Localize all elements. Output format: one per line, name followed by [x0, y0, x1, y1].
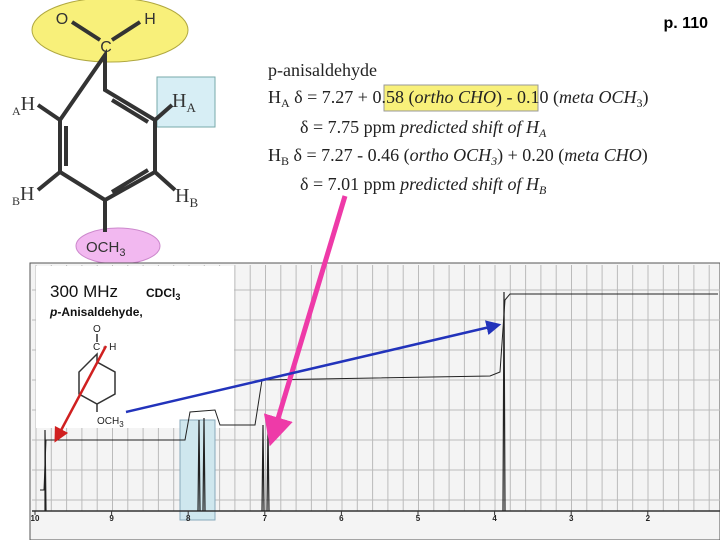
atom: H [144, 11, 156, 28]
sub: B [281, 154, 289, 168]
sub: A [538, 126, 547, 140]
atom: H [20, 183, 34, 205]
t: ) [642, 145, 648, 166]
t: predicted shift of H [398, 117, 540, 137]
equation: δ = 7.75 ppm predicted shift of HA [300, 117, 547, 140]
sub: A [186, 100, 196, 115]
t: predicted shift of H [398, 174, 540, 194]
atom: O [93, 324, 101, 335]
axis-label: 4 [492, 514, 497, 523]
arrow [54, 345, 108, 443]
text: OCH [86, 239, 119, 256]
t: δ = 7.27 + [290, 87, 373, 107]
axis-label: 7 [263, 514, 268, 523]
t: ortho OCH [410, 145, 493, 165]
atom: O [56, 11, 68, 28]
sub: B [539, 183, 547, 197]
inset-ring [78, 334, 116, 412]
t: δ = 7.75 ppm [300, 117, 400, 137]
t: CDCl [146, 286, 175, 300]
spectrum: 300 MHz CDCl3 p-Anisaldehyde, O C - H OC… [29, 262, 720, 540]
axis-label: 5 [416, 514, 421, 523]
h-label: HB [175, 185, 198, 210]
axis-label: 10 [31, 514, 40, 523]
sub: 3 [119, 420, 124, 429]
t: δ = 7.01 ppm [300, 174, 400, 194]
integration [40, 293, 718, 491]
t: -Anisaldehyde, [57, 305, 142, 319]
t: ortho CHO [414, 87, 496, 107]
sub: 3 [119, 247, 125, 259]
t: p [49, 305, 57, 319]
t: H [268, 87, 281, 107]
axis-label: 6 [339, 514, 344, 523]
ha-highlight [156, 76, 216, 128]
arrow [125, 320, 502, 414]
sub: 3 [636, 96, 642, 110]
h-label: AH [12, 93, 35, 118]
sub: A [281, 96, 290, 110]
axis-label: 9 [109, 514, 114, 523]
t: - 0.10 ( [502, 87, 559, 108]
compound: p-Anisaldehyde, [49, 305, 143, 319]
t: δ = 7.27 - 0.46 ( [289, 145, 410, 166]
prefix: A [12, 104, 21, 118]
axis-label: 8 [186, 514, 191, 523]
peaks [44, 291, 506, 512]
axis: 10 9 8 7 6 5 4 3 2 [31, 511, 651, 523]
inset-methoxy: OCH3 [97, 416, 124, 429]
t: meta CHO [564, 145, 642, 165]
h-label: HA [172, 90, 196, 115]
highlight [383, 84, 539, 112]
sub: B [189, 195, 198, 210]
notes: p-anisaldehyde HA δ = 7.27 + 0.58 (ortho… [268, 60, 648, 197]
t: OCH [97, 416, 119, 427]
atom: H [21, 93, 35, 115]
frequency: 300 MHz [50, 282, 118, 301]
axis-label: 3 [569, 514, 574, 523]
atom: C [100, 39, 112, 56]
notes-title: p-anisaldehyde [268, 60, 377, 80]
t: 0.58 ( [372, 87, 414, 108]
atom: H [172, 90, 186, 112]
equation: δ = 7.01 ppm predicted shift of HB [300, 174, 547, 197]
methoxy: OCH3 [86, 239, 125, 259]
sub: 3 [490, 154, 497, 168]
arrow [263, 195, 348, 447]
prefix: B [12, 194, 20, 208]
axis-label: 2 [646, 514, 651, 523]
t: ) [642, 87, 648, 108]
aldehyde-highlight [31, 0, 189, 63]
structure: O H C AH HA BH HB OCH3 [12, 0, 216, 265]
equation: HA δ = 7.27 + 0.58 (ortho CHO) - 0.10 (m… [268, 87, 648, 110]
sub: 3 [175, 292, 180, 302]
atom: H [175, 185, 189, 207]
t: ) + 0.20 ( [497, 145, 564, 166]
solvent: CDCl3 [146, 286, 180, 302]
h-label: BH [12, 183, 34, 208]
equation: HB δ = 7.27 - 0.46 (ortho OCH3) + 0.20 (… [268, 145, 648, 168]
inset-background [36, 266, 234, 428]
t: H [268, 145, 281, 165]
page-number: p. 110 [664, 15, 709, 32]
t: meta OCH [559, 87, 637, 107]
bonds [36, 20, 177, 232]
t: ) [496, 87, 502, 108]
